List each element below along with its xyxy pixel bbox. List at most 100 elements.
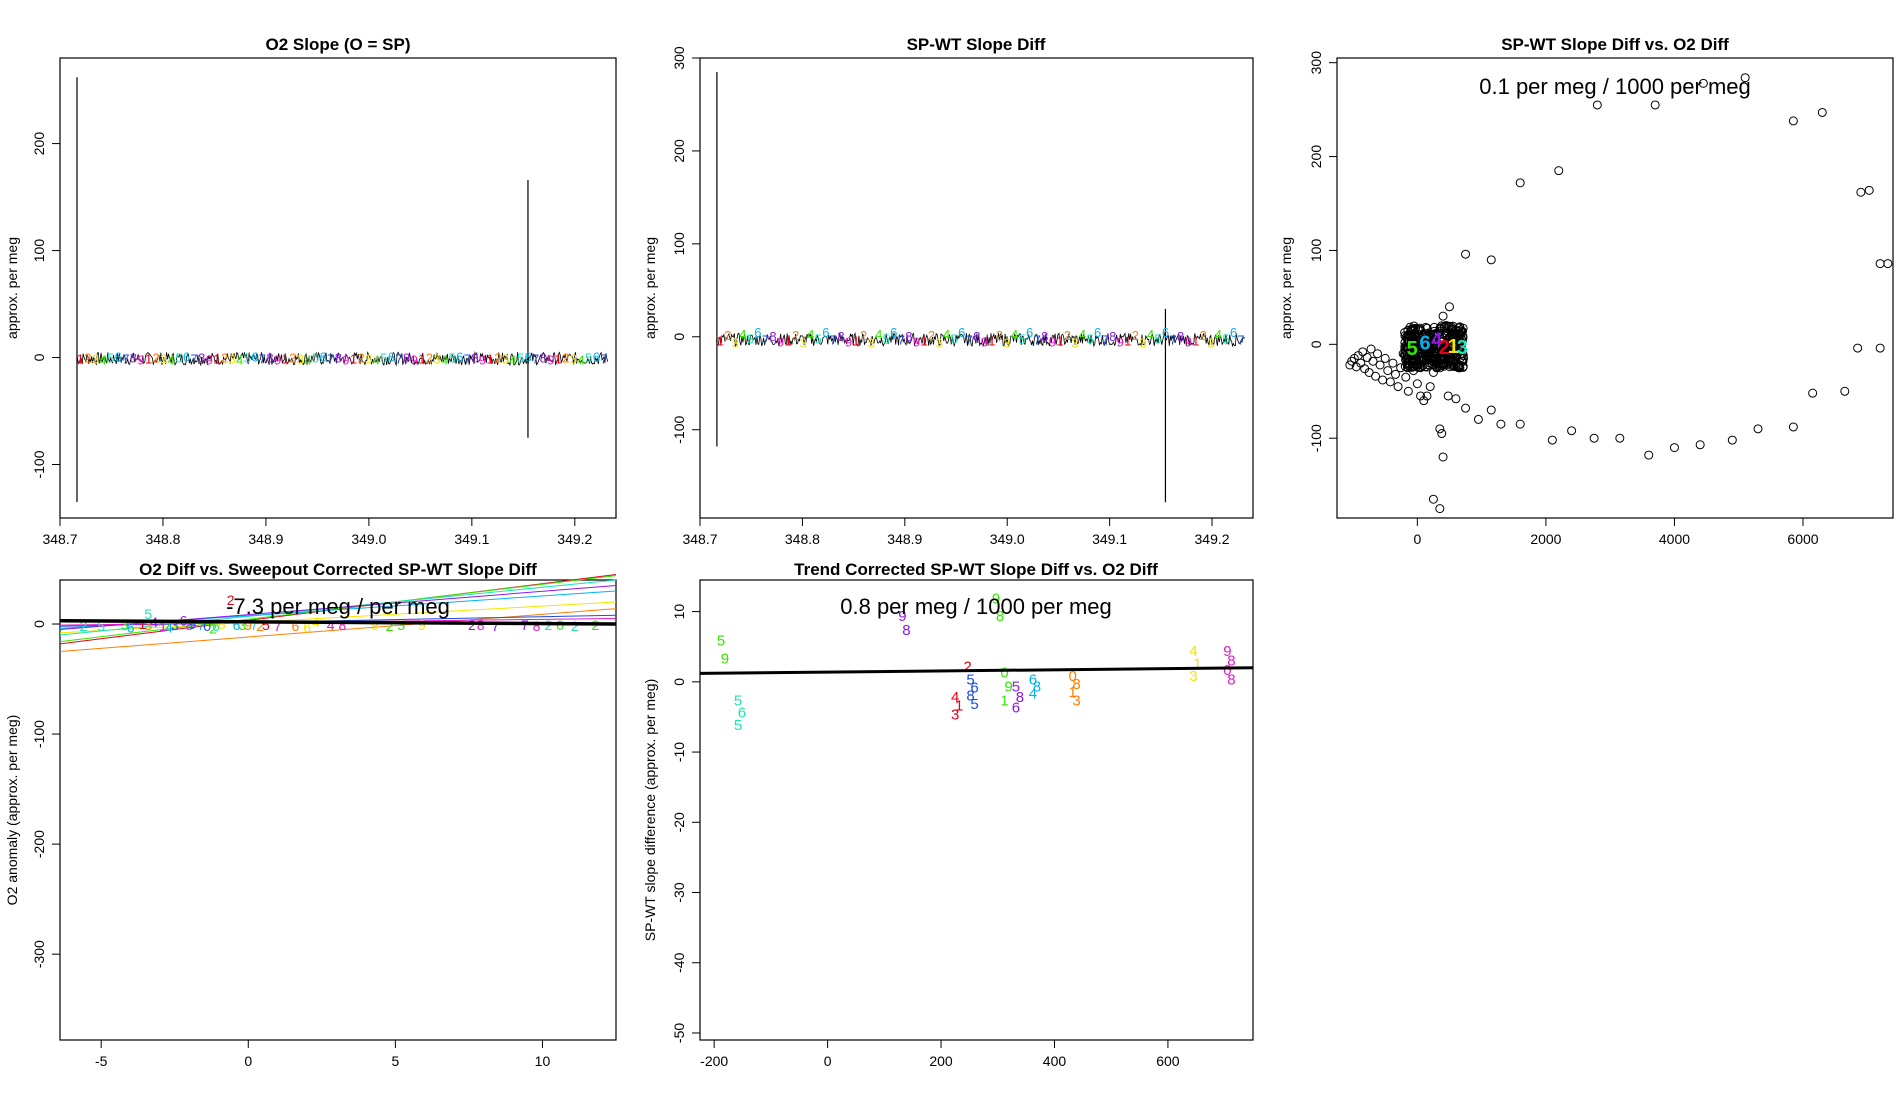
data-point: 5 — [970, 696, 978, 713]
y-tick-label: -100 — [31, 450, 47, 478]
data-point: 8 — [218, 616, 226, 632]
plot-frame — [59, 57, 617, 519]
data-point — [1437, 429, 1447, 439]
series-label: 4 — [943, 327, 950, 342]
data-point — [1368, 356, 1378, 366]
series-label: 5 — [175, 351, 182, 366]
data-point — [1420, 362, 1430, 372]
series-label: 2 — [153, 351, 160, 366]
data-point — [1439, 321, 1449, 331]
data-point: 8 — [533, 618, 541, 634]
series-label: 2 — [357, 351, 364, 366]
data-point: 6 — [233, 617, 241, 633]
data-point — [1366, 344, 1376, 354]
y-tick-label: -300 — [31, 940, 47, 968]
x-tick-label: 0 — [824, 1053, 832, 1069]
data-point: 1 — [1193, 656, 1201, 673]
series-label: 7 — [259, 352, 266, 367]
data-point — [1447, 332, 1457, 342]
data-point — [1856, 187, 1866, 197]
fit-line — [699, 666, 1254, 675]
data-point — [1424, 352, 1434, 362]
data-point — [1445, 362, 1455, 372]
series-label: 3 — [1139, 335, 1146, 350]
data-point: 4 — [1029, 685, 1037, 702]
series-label: 5 — [815, 332, 822, 347]
data-point: 8 — [1072, 676, 1080, 693]
y-tick-label: -100 — [1308, 424, 1324, 452]
chart-title: Trend Corrected SP-WT Slope Diff vs. O2 … — [794, 560, 1158, 579]
data-point — [1740, 73, 1750, 83]
series-label: 5 — [585, 351, 592, 366]
series-label: 2 — [724, 328, 731, 343]
data-point: 5 — [262, 617, 270, 633]
x-tick-label: 2000 — [1530, 531, 1561, 547]
data-point: 2 — [468, 617, 476, 633]
series-label: 1 — [717, 334, 724, 349]
series-label: 9 — [1185, 334, 1192, 349]
x-tick-label: 0 — [1413, 531, 1421, 547]
series-label: 5 — [1086, 332, 1093, 347]
chart-title: O2 Slope (O = SP) — [265, 35, 410, 54]
data-point — [1429, 353, 1439, 363]
cluster-label: 4 — [1431, 330, 1443, 352]
series-label: 3 — [1207, 335, 1214, 350]
series-label: 4 — [807, 327, 814, 342]
series-label: 5 — [107, 351, 114, 366]
series-fit-line — [59, 601, 617, 634]
plot-frame — [699, 57, 1254, 519]
data-point: 9 — [1004, 678, 1012, 695]
data-point — [1403, 386, 1413, 396]
data-point: 2 — [571, 618, 579, 634]
y-tick-label: 300 — [671, 46, 687, 70]
series-label: 7 — [600, 352, 607, 367]
series-fit-line — [59, 608, 617, 653]
series-label: 9 — [547, 353, 554, 368]
series-label: 1 — [77, 352, 84, 367]
y-tick-label: 300 — [1308, 51, 1324, 75]
y-tick-label: -20 — [671, 812, 687, 832]
data-point — [1473, 414, 1483, 424]
series-label: 8 — [973, 329, 980, 344]
series-label: 9 — [137, 353, 144, 368]
series-label: 6 — [1026, 325, 1033, 340]
x-tick-label: 348.7 — [42, 531, 77, 547]
x-tick-label: 4000 — [1659, 531, 1690, 547]
series-label: 6 — [388, 349, 395, 364]
data-point: 1 — [1000, 692, 1008, 709]
data-point: 8 — [477, 617, 485, 633]
data-point: 3 — [238, 617, 246, 633]
series-label: 1 — [487, 352, 494, 367]
y-tick-label: 200 — [31, 132, 47, 156]
data-point — [1422, 391, 1432, 401]
data-point: 8 — [902, 622, 910, 639]
cluster-label: 3 — [1457, 337, 1468, 359]
data-point: 5 — [144, 606, 152, 622]
y-axis-label: approx. per meg — [642, 237, 658, 339]
series-label: 5 — [312, 351, 319, 366]
data-trace — [716, 331, 1246, 348]
series-label: 4 — [1215, 327, 1222, 342]
series-label: 1 — [1056, 334, 1063, 349]
series-label: 3 — [1003, 335, 1010, 350]
data-point — [1410, 332, 1420, 342]
series-label: 6 — [958, 325, 965, 340]
data-point — [1853, 343, 1863, 353]
data-point — [1547, 435, 1557, 445]
y-tick-label: 0 — [31, 620, 47, 628]
x-tick-label: 348.8 — [785, 531, 820, 547]
data-point — [1425, 338, 1435, 348]
x-tick-label: -5 — [95, 1053, 108, 1069]
data-point: 6 — [970, 680, 978, 697]
data-point — [1455, 349, 1465, 359]
series-label: 3 — [502, 352, 509, 367]
y-tick-label: -50 — [671, 1023, 687, 1043]
data-point — [1401, 372, 1411, 382]
series-label: 1 — [555, 352, 562, 367]
series-label: 7 — [532, 352, 539, 367]
data-point: 2 — [80, 618, 88, 634]
series-label: 1 — [282, 352, 289, 367]
panel-sp-wt-vs-o2-diff: SP-WT Slope Diff vs. O2 Diff approx. per… — [1278, 35, 1894, 547]
data-point — [1405, 331, 1415, 341]
data-point: 6 — [127, 619, 135, 635]
